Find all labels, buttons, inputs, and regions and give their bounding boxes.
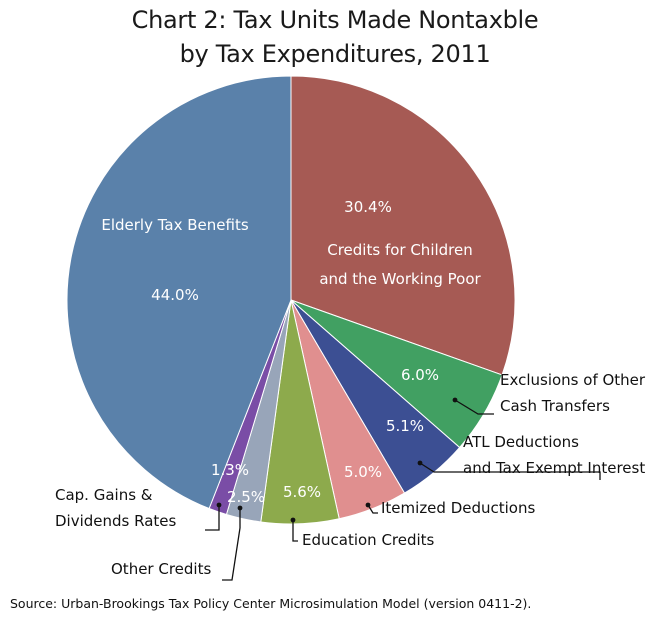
leader-dot-atl-deductions-and-tax-exempt-interest	[417, 460, 423, 466]
leader-dot-itemized-deductions	[365, 502, 371, 508]
leader-line-cap-gains-dividends-rates	[205, 505, 220, 531]
leader-lines-layer	[205, 397, 601, 581]
slices-layer	[66, 75, 516, 525]
category-label-itemized-deductions: Itemized Deductions	[381, 499, 535, 517]
leader-dot-exclusions-of-other-cash-transfers	[452, 397, 458, 403]
category-label-other-credits: Other Credits	[111, 560, 211, 578]
leader-line-education-credits	[292, 520, 298, 542]
leader-dot-other-credits	[237, 505, 243, 511]
leader-line-exclusions-of-other-cash-transfers	[454, 399, 494, 415]
labels-layer: 30.4% Credits for Children and the Working…	[55, 198, 646, 578]
value-label-elderly-tax-benefits: 44.0%	[151, 286, 199, 304]
value-label-atl-deductions-and-tax-exempt-interest: 5.1%	[386, 417, 424, 435]
category-label-elderly-tax-benefits: Elderly Tax Benefits	[101, 216, 248, 234]
value-label-exclusions-of-other-cash-transfers: 6.0%	[401, 366, 439, 384]
category-label-credits-for-children-and-the-working-poor: Credits for Children and the Working Poor	[319, 241, 481, 288]
value-label-education-credits: 5.6%	[283, 483, 321, 501]
leader-dot-education-credits	[290, 517, 296, 523]
category-label-atl-deductions-and-tax-exempt-interest: ATL Deductions and Tax Exempt Interest	[463, 433, 645, 477]
leader-dot-cap-gains-dividends-rates	[216, 502, 222, 508]
category-label-exclusions-of-other-cash-transfers: Exclusions of Other Cash Transfers	[500, 371, 646, 415]
slice-credits-for-children-and-the-working-poor	[290, 75, 516, 376]
category-label-education-credits: Education Credits	[302, 531, 435, 549]
category-label-cap-gains-dividends-rates: Cap. Gains & Dividends Rates	[55, 486, 177, 530]
value-label-cap-gains-dividends-rates: 1.3%	[211, 461, 249, 479]
value-label-other-credits: 2.5%	[227, 488, 265, 506]
chart-title-line-1: Chart 2: Tax Units Made Nontaxble	[131, 6, 539, 34]
leader-line-itemized-deductions	[367, 504, 378, 514]
value-label-itemized-deductions: 5.0%	[344, 463, 382, 481]
leader-line-atl-deductions-and-tax-exempt-interest	[419, 462, 601, 480]
value-label-credits-for-children-and-the-working-poor: 30.4%	[344, 198, 392, 216]
slice-elderly-tax-benefits	[66, 75, 292, 510]
chart-title-line-2: by Tax Expenditures, 2011	[179, 40, 491, 68]
source-note: Source: Urban-Brookings Tax Policy Cente…	[10, 596, 532, 611]
leader-line-other-credits	[222, 508, 241, 581]
